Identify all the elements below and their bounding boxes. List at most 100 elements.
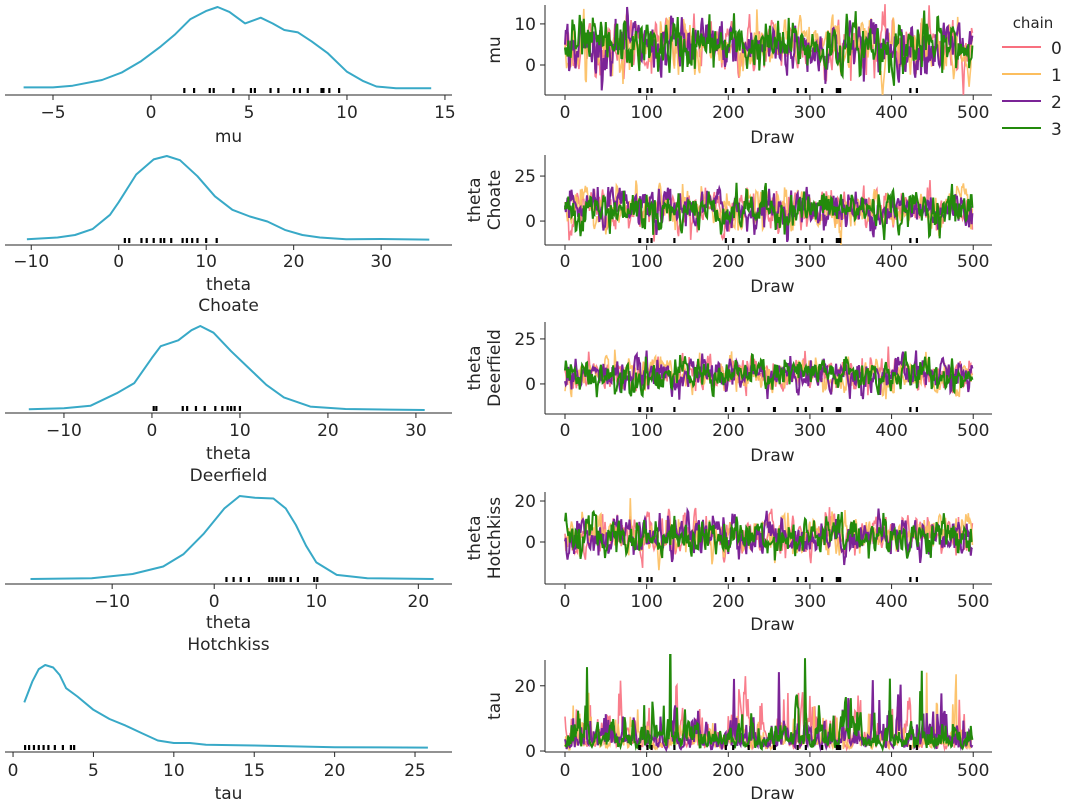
x-tick-label: 300 xyxy=(794,592,826,612)
x-axis-label: Deerfield xyxy=(190,466,268,486)
y-axis-label: theta xyxy=(465,346,485,391)
x-tick-label: 0 xyxy=(147,421,158,441)
x-tick-label: 0 xyxy=(560,103,571,123)
y-tick-label: 20 xyxy=(514,677,536,697)
x-tick-label: 0 xyxy=(8,761,19,781)
x-tick-label: 200 xyxy=(712,103,744,123)
x-tick-label: 500 xyxy=(957,761,989,781)
x-tick-label: 500 xyxy=(957,592,989,612)
x-tick-label: 500 xyxy=(957,252,989,272)
trace-lines xyxy=(564,180,974,245)
y-axis-label: Choate xyxy=(485,170,505,231)
trace-panel-4: 0 100 200 300 400 500 Draw 0 20 tau xyxy=(485,654,992,804)
x-tick-label: 400 xyxy=(875,252,907,272)
x-axis-label: tau xyxy=(215,784,243,804)
x-tick-label: 400 xyxy=(875,103,907,123)
x-tick-label: 200 xyxy=(712,252,744,272)
x-tick-label: 20 xyxy=(317,421,339,441)
x-tick-label: 10 xyxy=(195,252,217,272)
trace-chain-3 xyxy=(564,182,974,240)
legend-entry: 1 xyxy=(1051,66,1062,86)
x-tick-label: 30 xyxy=(370,252,392,272)
x-axis-label: Draw xyxy=(750,277,794,297)
x-axis-label: Draw xyxy=(750,446,794,466)
y-axis-label: tau xyxy=(485,692,505,720)
x-tick-label: 15 xyxy=(243,761,265,781)
x-tick-label: 10 xyxy=(336,103,358,123)
y-tick-label: 0 xyxy=(525,375,536,395)
legend-entry: 2 xyxy=(1051,93,1062,113)
legend: chain 0 1 2 3 xyxy=(1002,14,1062,140)
trace-chain-3 xyxy=(564,10,974,86)
x-axis-label: Draw xyxy=(750,615,794,635)
x-tick-label: 25 xyxy=(404,761,426,781)
x-tick-label: −5 xyxy=(40,103,65,123)
x-tick-label: 10 xyxy=(229,421,251,441)
kde-panel-4: 0 5 10 15 20 25 tau xyxy=(5,664,452,804)
kde-curve xyxy=(28,325,425,411)
x-tick-label: 0 xyxy=(560,252,571,272)
x-tick-label: 500 xyxy=(957,421,989,441)
x-tick-label: 20 xyxy=(408,592,430,612)
x-tick-label: −10 xyxy=(13,252,49,272)
x-axis-label: Choate xyxy=(198,296,259,316)
trace-chain-3 xyxy=(564,351,974,399)
x-tick-label: 300 xyxy=(794,421,826,441)
x-tick-label: −10 xyxy=(46,421,82,441)
trace-chain-3 xyxy=(564,509,973,561)
x-tick-label: 300 xyxy=(794,761,826,781)
x-tick-label: 100 xyxy=(630,761,662,781)
x-tick-label: 400 xyxy=(875,592,907,612)
y-tick-label: 0 xyxy=(525,212,536,232)
x-axis-label: theta xyxy=(206,444,251,464)
x-tick-label: 300 xyxy=(794,252,826,272)
trace-lines xyxy=(564,654,974,752)
x-tick-label: 0 xyxy=(209,592,220,612)
x-tick-label: −10 xyxy=(94,592,130,612)
kde-panel-0: −5 0 5 10 15 mu xyxy=(5,6,456,147)
y-tick-label: 0 xyxy=(525,533,536,553)
x-axis-label: Hotchkiss xyxy=(187,635,269,655)
x-tick-label: 0 xyxy=(113,252,124,272)
y-axis-label: Hotchkiss xyxy=(485,497,505,579)
x-tick-label: 100 xyxy=(630,252,662,272)
y-axis-label: Deerfield xyxy=(485,329,505,407)
y-tick-label: 0 xyxy=(525,742,536,762)
trace-panel-2: 0 100 200 300 400 500 Draw 0 25 theta Deerfield xyxy=(465,322,992,466)
x-tick-label: 200 xyxy=(712,421,744,441)
y-tick-label: 10 xyxy=(514,15,536,35)
kde-curve xyxy=(26,155,430,241)
x-axis-label: mu xyxy=(215,127,242,147)
legend-title: chain xyxy=(1013,14,1054,32)
x-tick-label: 200 xyxy=(712,761,744,781)
x-tick-label: 400 xyxy=(875,421,907,441)
legend-entry: 3 xyxy=(1051,120,1062,140)
kde-curve xyxy=(23,664,428,749)
x-tick-label: 15 xyxy=(434,103,456,123)
x-axis-label: theta xyxy=(206,275,251,295)
x-tick-label: 0 xyxy=(560,761,571,781)
trace-lines xyxy=(564,4,974,95)
trace-lines xyxy=(564,346,974,400)
x-tick-label: 20 xyxy=(283,252,305,272)
x-tick-label: 20 xyxy=(324,761,346,781)
x-tick-label: 100 xyxy=(630,421,662,441)
x-tick-label: 200 xyxy=(712,592,744,612)
trace-panel-0: 0 100 200 300 400 500 Draw 0 10 mu xyxy=(485,4,992,148)
y-tick-label: 20 xyxy=(514,492,536,512)
y-tick-label: 0 xyxy=(525,56,536,76)
x-tick-label: 500 xyxy=(957,103,989,123)
y-axis-label: theta xyxy=(465,178,485,223)
x-tick-label: 10 xyxy=(163,761,185,781)
y-tick-label: 25 xyxy=(514,330,536,350)
trace-panel-3: 0 100 200 300 400 500 Draw 0 20 theta Hotchkiss xyxy=(465,492,992,635)
kde-curve xyxy=(23,6,432,90)
x-tick-label: 400 xyxy=(875,761,907,781)
y-axis-label: theta xyxy=(465,516,485,561)
x-tick-label: 0 xyxy=(560,592,571,612)
kde-curve xyxy=(30,495,434,580)
